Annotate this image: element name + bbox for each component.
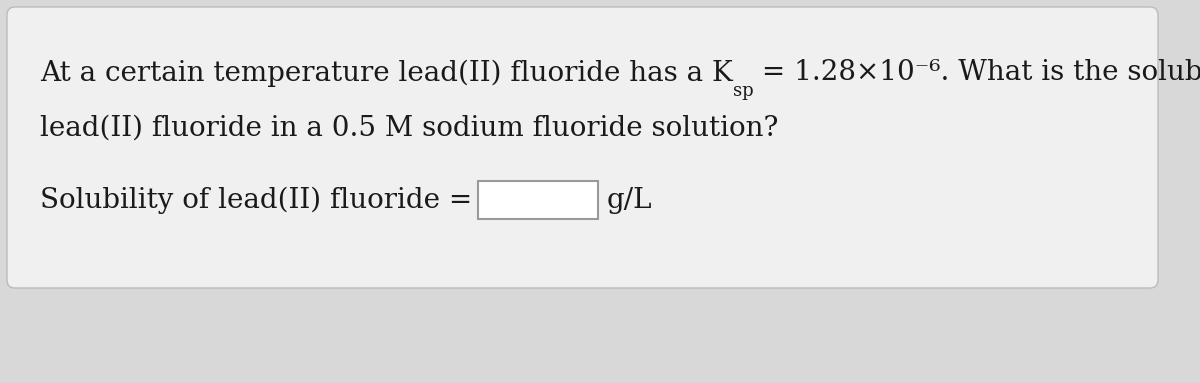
Text: At a certain temperature lead(II) fluoride has a K: At a certain temperature lead(II) fluori… (40, 59, 733, 87)
Text: sp: sp (733, 82, 754, 100)
Text: g/L: g/L (606, 187, 652, 213)
Text: lead(II) fluoride in a 0.5 M sodium fluoride solution?: lead(II) fluoride in a 0.5 M sodium fluo… (40, 115, 779, 141)
FancyBboxPatch shape (7, 7, 1158, 288)
Text: Solubility of lead(II) fluoride =: Solubility of lead(II) fluoride = (40, 186, 473, 214)
Text: = 1.28×10⁻⁶. What is the solubility of: = 1.28×10⁻⁶. What is the solubility of (754, 59, 1200, 87)
Bar (479, 181, 599, 219)
